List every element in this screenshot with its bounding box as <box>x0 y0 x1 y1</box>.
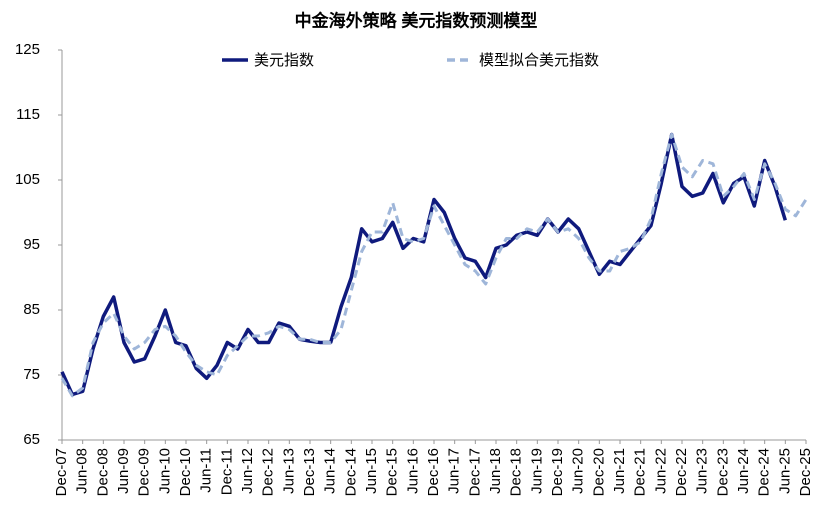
y-tick-label: 125 <box>15 41 40 58</box>
y-tick-label: 115 <box>16 106 40 123</box>
x-tick-label: Dec-13 <box>301 448 318 496</box>
x-tick-label: Jun-16 <box>404 448 421 494</box>
x-tick-label: Jun-12 <box>239 448 256 494</box>
x-tick-label: Dec-18 <box>508 448 525 496</box>
y-tick-label: 85 <box>23 301 40 318</box>
x-tick-label: Jun-14 <box>322 448 339 494</box>
x-tick-label: Dec-25 <box>797 448 814 496</box>
x-tick-label: Jun-22 <box>652 448 669 494</box>
chart-title: 中金海外策略 美元指数预测模型 <box>295 10 538 30</box>
x-tick-label: Dec-17 <box>466 448 483 496</box>
y-tick-label: 105 <box>15 171 40 188</box>
x-tick-label: Dec-14 <box>342 448 359 496</box>
x-tick-label: Jun-15 <box>363 448 380 494</box>
x-tick-label: Dec-24 <box>756 448 773 496</box>
x-tick-label: Jun-18 <box>487 448 504 494</box>
x-tick-label: Dec-20 <box>590 448 607 496</box>
x-tick-label: Dec-23 <box>714 448 731 496</box>
x-tick-label: Jun-08 <box>74 448 91 494</box>
x-tick-label: Jun-25 <box>776 448 793 494</box>
x-tick-label: Dec-22 <box>673 448 690 496</box>
x-tick-label: Dec-16 <box>425 448 442 496</box>
series-line <box>60 132 787 397</box>
x-tick-label: Dec-15 <box>384 448 401 496</box>
x-tick-label: Dec-07 <box>53 448 70 496</box>
x-tick-label: Jun-21 <box>611 448 628 494</box>
x-tick-label: Jun-19 <box>528 448 545 494</box>
x-tick-label: Jun-24 <box>735 448 752 494</box>
x-tick-label: Jun-10 <box>156 448 173 494</box>
x-tick-label: Dec-19 <box>549 448 566 496</box>
x-tick-label: Dec-21 <box>632 448 649 496</box>
x-tick-label: Jun-20 <box>570 448 587 494</box>
x-tick-label: Dec-10 <box>177 448 194 496</box>
x-tick-label: Jun-13 <box>280 448 297 494</box>
x-tick-label: Jun-11 <box>198 448 215 493</box>
y-tick-label: 75 <box>23 366 40 383</box>
y-tick-label: 65 <box>23 431 40 448</box>
x-tick-label: Jun-17 <box>446 448 463 494</box>
y-tick-label: 95 <box>23 236 40 253</box>
x-tick-label: Jun-23 <box>694 448 711 494</box>
x-tick-label: Dec-12 <box>260 448 277 496</box>
x-tick-label: Dec-08 <box>94 448 111 496</box>
x-tick-label: Dec-11 <box>218 448 235 495</box>
x-tick-label: Dec-09 <box>136 448 153 496</box>
series-line <box>60 133 808 398</box>
legend-label: 模型拟合美元指数 <box>479 52 599 69</box>
x-tick-label: Jun-09 <box>115 448 132 494</box>
legend-label: 美元指数 <box>254 52 314 69</box>
